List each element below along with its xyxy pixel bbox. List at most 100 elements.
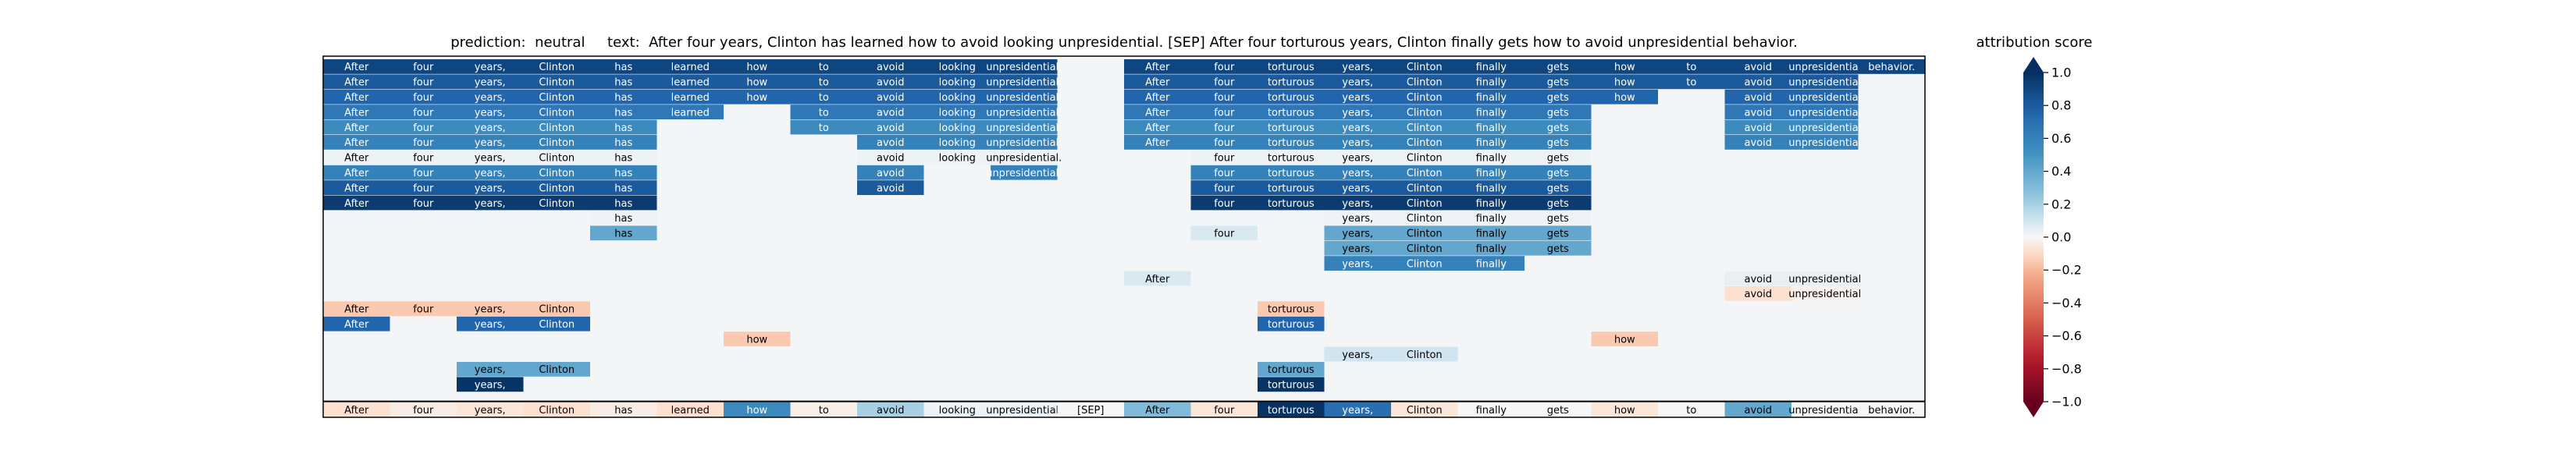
heatmap-cell xyxy=(1457,211,1525,225)
cell-label: After xyxy=(344,168,369,179)
cell-label: looking xyxy=(939,92,976,104)
cell-label: gets xyxy=(1547,153,1569,165)
heatmap-cell xyxy=(1324,150,1391,165)
cell-label: Clinton xyxy=(1407,62,1443,73)
cell-label: unpresidential xyxy=(1788,274,1861,285)
cell-label: torturous xyxy=(1268,153,1315,165)
cell-label: to xyxy=(819,405,829,417)
cell-label: avoid xyxy=(1745,405,1772,417)
heatmap-cell xyxy=(590,225,657,241)
heatmap-cell xyxy=(1791,119,1859,135)
heatmap-cell xyxy=(1457,225,1525,241)
heatmap-cell xyxy=(590,402,657,417)
cell-label: looking xyxy=(939,62,976,73)
heatmap-cell xyxy=(1391,165,1458,180)
cell-label: Clinton xyxy=(539,304,575,316)
heatmap-cell xyxy=(1258,402,1325,417)
cell-label: years, xyxy=(475,168,506,179)
cell-label: After xyxy=(1145,107,1170,119)
heatmap-cell xyxy=(1791,271,1859,286)
cell-label: how xyxy=(746,77,767,89)
heatmap-cell xyxy=(1525,74,1592,90)
heatmap-cell xyxy=(1258,150,1325,165)
heatmap-cell xyxy=(1258,105,1325,119)
cell-label: torturous xyxy=(1268,183,1315,194)
cell-label: avoid xyxy=(877,137,904,149)
heatmap-cell xyxy=(790,402,857,417)
cell-label: Clinton xyxy=(1407,107,1443,119)
heatmap-cell xyxy=(323,165,390,180)
heatmap-cell xyxy=(1391,89,1458,105)
cell-label: looking xyxy=(939,137,976,149)
cell-label: finally xyxy=(1476,62,1507,73)
heatmap-cell xyxy=(323,135,390,150)
cell-label: After xyxy=(344,319,369,331)
heatmap-cell xyxy=(1724,105,1791,119)
cell-label: four xyxy=(1214,92,1235,104)
heatmap-cell xyxy=(857,150,924,165)
cell-label: torturous xyxy=(1268,168,1315,179)
heatmap-cell xyxy=(1791,105,1859,119)
heatmap-cell xyxy=(390,74,457,90)
cell-label: gets xyxy=(1547,77,1569,89)
cell-label: years, xyxy=(475,183,506,194)
cell-label: four xyxy=(413,198,434,210)
cell-label: four xyxy=(1214,183,1235,194)
heatmap-cell xyxy=(1724,402,1791,417)
heatmap-cell xyxy=(790,105,857,119)
heatmap-cell xyxy=(323,316,390,332)
cell-label: years, xyxy=(475,405,506,417)
cell-label: After xyxy=(344,77,369,89)
cell-label: Clinton xyxy=(1407,77,1443,89)
heatmap-cell xyxy=(1190,135,1258,150)
heatmap-cell xyxy=(390,59,457,74)
colorbar-tick-label: 0.6 xyxy=(2051,131,2071,146)
cell-label: four xyxy=(413,107,434,119)
heatmap-cell xyxy=(1190,180,1258,195)
cell-label: Clinton xyxy=(539,107,575,119)
cell-label: gets xyxy=(1547,405,1569,417)
heatmap-cell xyxy=(1190,225,1258,241)
cell-label: has xyxy=(614,153,632,165)
cell-label: unpresidential. xyxy=(986,122,1062,134)
heatmap-cell xyxy=(390,165,457,180)
heatmap-cell xyxy=(1457,195,1525,211)
heatmap-cell xyxy=(656,59,724,74)
cell-label: finally xyxy=(1476,183,1507,194)
cell-label: years, xyxy=(475,137,506,149)
colorbar-tick-label: −0.4 xyxy=(2051,296,2082,310)
cell-label: unpresidential. xyxy=(986,62,1062,73)
heatmap-cell xyxy=(1391,225,1458,241)
heatmap-cell xyxy=(1391,346,1458,362)
heatmap-cell xyxy=(857,402,924,417)
heatmap-cell xyxy=(457,89,524,105)
cell-label: has xyxy=(614,92,632,104)
cell-label: years, xyxy=(475,92,506,104)
heatmap-cell xyxy=(390,150,457,165)
heatmap-cell xyxy=(1525,211,1592,225)
heatmap-cell xyxy=(1724,59,1791,74)
colorbar-tick-label: −0.6 xyxy=(2051,328,2082,343)
cell-label: gets xyxy=(1547,122,1569,134)
heatmap-cell xyxy=(1190,59,1258,74)
heatmap-cell xyxy=(790,59,857,74)
heatmap-cell xyxy=(1324,165,1391,180)
cell-label: torturous xyxy=(1268,380,1315,392)
cell-label: Clinton xyxy=(1407,229,1443,240)
cell-label: years, xyxy=(475,319,506,331)
cell-label: avoid xyxy=(1745,92,1772,104)
heatmap-cell xyxy=(1591,74,1658,90)
heatmap-cell xyxy=(323,89,390,105)
heatmap-cell xyxy=(991,402,1058,417)
heatmap-cell xyxy=(323,195,390,211)
heatmap-cell xyxy=(1525,59,1592,74)
cell-label: After xyxy=(1145,62,1170,73)
cell-label: Clinton xyxy=(539,122,575,134)
cell-label: four xyxy=(1214,77,1235,89)
cell-label: looking xyxy=(939,405,976,417)
cell-label: years, xyxy=(1342,183,1373,194)
heatmap-cell xyxy=(390,195,457,211)
cell-label: years, xyxy=(1342,349,1373,361)
